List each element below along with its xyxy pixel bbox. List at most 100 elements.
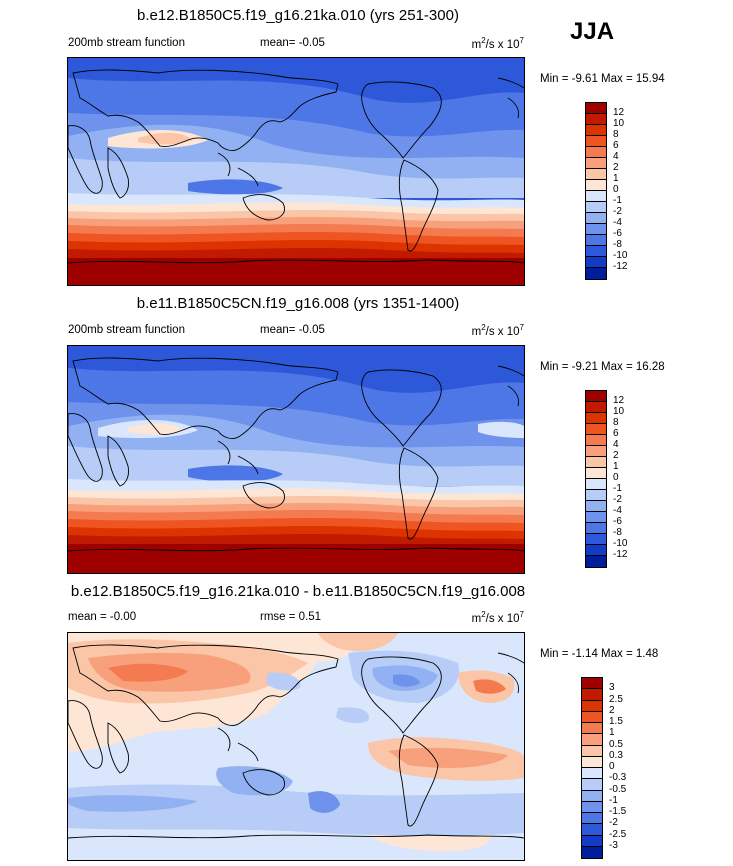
- colorbar-cell: [582, 689, 602, 701]
- colorbar-tick-label: 12: [613, 107, 625, 118]
- panel-2-mean-value: -0.05: [298, 324, 325, 336]
- colorbar-cell: [586, 246, 606, 257]
- colorbar-cell: [586, 136, 606, 147]
- panel-2-mean-label: mean=: [260, 324, 296, 336]
- panel-2-minmax: Min = -9.21 Max = 16.28: [540, 361, 665, 373]
- colorbar-cell: [582, 745, 602, 757]
- colorbar-cell: [586, 202, 606, 213]
- colorbar-tick-label: 0: [613, 184, 619, 195]
- panel-3-minmax: Min = -1.14 Max = 1.48: [540, 648, 659, 660]
- colorbar-tick-label: -1: [613, 483, 622, 494]
- colorbar-cell: [586, 413, 606, 424]
- panel-1-minmax: Min = -9.61 Max = 15.94: [540, 73, 665, 85]
- colorbar-cell: [582, 700, 602, 712]
- colorbar-cell: [582, 734, 602, 746]
- panel-3-colorbar-labels: 3 2.5 2 1.5 1 0.5 0.3 0 -0.3 -0.5 -1 -1.5 -2 -2.5 -3: [609, 677, 649, 857]
- colorbar-tick-label: -0.3: [609, 772, 627, 784]
- colorbar-cell: [586, 424, 606, 435]
- colorbar-tick-label: 0: [613, 472, 619, 483]
- colorbar-cell: [586, 479, 606, 490]
- colorbar-cell: [582, 813, 602, 825]
- panel-1-mean: mean= -0.05: [260, 37, 325, 49]
- colorbar-cell: [586, 501, 606, 512]
- colorbar-tick-label: 3: [609, 682, 615, 694]
- colorbar-tick-label: -6: [613, 516, 622, 527]
- colorbar-tick-label: 10: [613, 118, 625, 129]
- colorbar-cell: [586, 545, 606, 556]
- panel-1-mean-label: mean=: [260, 37, 296, 49]
- colorbar-tick-label: 0: [609, 761, 615, 772]
- panel-2-map: [67, 345, 525, 574]
- panel-1-map: [67, 57, 525, 286]
- panel-2-mean: mean= -0.05: [260, 324, 325, 336]
- colorbar-cell: [586, 268, 606, 279]
- colorbar-tick-label: -2: [613, 206, 622, 217]
- colorbar-tick-label: -12: [613, 549, 628, 560]
- panel-3-mean-label: mean =: [68, 611, 107, 623]
- panel-2-colorbar-labels: 12 10 8 6 4 2 1 0 -1 -2 -4 -6 -8 -10 -12: [613, 390, 653, 566]
- colorbar-tick-label: 0.3: [609, 749, 623, 761]
- panel-3-rmse-value: 0.51: [298, 611, 322, 623]
- panel-2-colorbar: [585, 390, 607, 568]
- colorbar-tick-label: 0.5: [609, 738, 623, 750]
- panel-3-mean-value: -0.00: [109, 611, 137, 623]
- colorbar-tick-label: 2.5: [609, 693, 623, 705]
- panel-1-title: b.e12.B1850C5.f19_g16.21ka.010 (yrs 251-…: [137, 7, 459, 24]
- panel-1-map-svg: [67, 58, 525, 285]
- colorbar-cell: [586, 213, 606, 224]
- panel-1-mean-value: -0.05: [298, 37, 325, 49]
- colorbar-cell: [582, 756, 602, 768]
- colorbar-cell: [582, 711, 602, 723]
- colorbar-cell: [582, 835, 602, 847]
- panel-2-variable-label: 200mb stream function: [68, 324, 185, 336]
- colorbar-cell: [582, 824, 602, 836]
- colorbar-cell: [586, 490, 606, 501]
- colorbar-cell: [586, 180, 606, 191]
- panel-1-colorbar-labels: 12 10 8 6 4 2 1 0 -1 -2 -4 -6 -8 -10 -12: [613, 102, 653, 278]
- panel-3-rmse: rmse = 0.51: [260, 611, 321, 623]
- colorbar-tick-label: -4: [613, 217, 622, 228]
- colorbar-cell: [586, 435, 606, 446]
- colorbar-cell: [582, 678, 602, 690]
- colorbar-tick-label: -1: [609, 794, 618, 806]
- colorbar-tick-label: -2.5: [609, 828, 627, 840]
- colorbar-tick-label: 6: [613, 140, 619, 151]
- colorbar-cell: [586, 446, 606, 457]
- colorbar-cell: [582, 779, 602, 791]
- colorbar-tick-label: 8: [613, 417, 619, 428]
- colorbar-cell: [582, 768, 602, 780]
- colorbar-tick-label: 10: [613, 406, 625, 417]
- panel-3-mean: mean = -0.00: [68, 611, 136, 623]
- colorbar-cell: [586, 125, 606, 136]
- colorbar-tick-label: 2: [609, 704, 615, 716]
- panel-1-units: m2/s x 107: [471, 36, 524, 51]
- colorbar-cell: [586, 224, 606, 235]
- panel-3-colorbar: [581, 677, 603, 859]
- colorbar-cell: [586, 147, 606, 158]
- panel-3-rmse-label: rmse =: [260, 611, 296, 623]
- colorbar-cell: [586, 169, 606, 180]
- colorbar-tick-label: -4: [613, 505, 622, 516]
- colorbar-tick-label: 1: [613, 173, 619, 184]
- panel-3-map: [67, 632, 525, 861]
- colorbar-tick-label: -6: [613, 228, 622, 239]
- panel-2-units: m2/s x 107: [471, 323, 524, 338]
- panel-2-title: b.e11.B1850C5CN.f19_g16.008 (yrs 1351-14…: [136, 295, 460, 312]
- colorbar-tick-label: -10: [613, 250, 628, 261]
- colorbar-tick-label: -8: [613, 239, 622, 250]
- panel-1-colorbar: [585, 102, 607, 280]
- colorbar-cell: [586, 158, 606, 169]
- colorbar-cell: [586, 534, 606, 545]
- colorbar-tick-label: -1: [613, 195, 622, 206]
- colorbar-tick-label: -10: [613, 538, 628, 549]
- colorbar-tick-label: 4: [613, 439, 619, 450]
- colorbar-cell: [582, 801, 602, 813]
- colorbar-cell: [586, 556, 606, 567]
- colorbar-cell: [586, 402, 606, 413]
- colorbar-tick-label: 2: [613, 450, 619, 461]
- colorbar-tick-label: -12: [613, 261, 628, 272]
- colorbar-cell: [586, 391, 606, 402]
- colorbar-tick-label: 1.5: [609, 716, 623, 727]
- colorbar-tick-label: -2: [613, 494, 622, 505]
- colorbar-cell: [582, 790, 602, 802]
